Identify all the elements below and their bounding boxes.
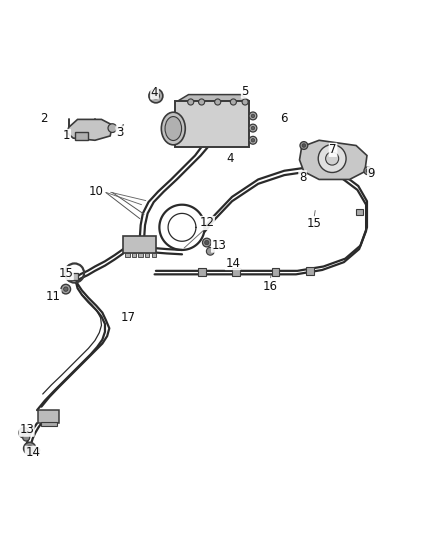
Circle shape (27, 446, 33, 451)
Circle shape (64, 287, 68, 292)
Text: 4: 4 (151, 86, 159, 99)
Bar (41, 422, 57, 426)
Bar (198, 268, 205, 276)
Circle shape (205, 240, 209, 245)
Bar (145, 254, 149, 257)
Bar (138, 254, 143, 257)
Bar (307, 267, 314, 275)
Circle shape (206, 247, 214, 255)
Bar (123, 236, 156, 254)
Circle shape (318, 144, 346, 173)
Bar (272, 268, 279, 276)
Text: 14: 14 (25, 446, 40, 459)
Bar (74, 133, 88, 140)
Text: 6: 6 (280, 112, 288, 125)
Circle shape (215, 99, 221, 105)
Circle shape (249, 136, 257, 144)
Circle shape (251, 126, 254, 130)
Circle shape (300, 142, 308, 149)
Text: 15: 15 (58, 266, 73, 279)
Text: 4: 4 (226, 152, 233, 165)
Circle shape (152, 92, 159, 99)
Circle shape (251, 139, 254, 142)
Text: 13: 13 (19, 423, 34, 436)
Text: 5: 5 (241, 85, 249, 98)
Bar (125, 254, 130, 257)
Circle shape (302, 144, 306, 147)
Polygon shape (300, 140, 367, 180)
Circle shape (364, 167, 372, 175)
Circle shape (249, 124, 257, 132)
Circle shape (19, 427, 29, 438)
Circle shape (325, 152, 339, 165)
Text: 14: 14 (226, 256, 240, 270)
Circle shape (251, 114, 254, 118)
Text: 12: 12 (199, 216, 214, 230)
Bar (356, 208, 363, 215)
Text: 9: 9 (367, 167, 375, 180)
Circle shape (242, 99, 248, 105)
Circle shape (149, 89, 163, 103)
Text: 2: 2 (40, 112, 48, 125)
Text: 8: 8 (299, 171, 306, 184)
Circle shape (21, 430, 27, 435)
Circle shape (202, 238, 211, 247)
Bar (39, 410, 59, 423)
Text: 13: 13 (212, 239, 226, 252)
Circle shape (187, 99, 194, 105)
Circle shape (366, 169, 370, 173)
Bar (132, 254, 136, 257)
Bar (233, 268, 240, 276)
Text: 7: 7 (329, 143, 337, 156)
Circle shape (108, 124, 117, 133)
Polygon shape (178, 94, 250, 107)
Circle shape (61, 284, 71, 294)
Text: 16: 16 (263, 280, 278, 293)
Text: 10: 10 (89, 185, 104, 198)
Text: 15: 15 (307, 217, 321, 230)
Bar (176, 101, 250, 147)
Bar (69, 273, 78, 280)
Text: 1: 1 (63, 130, 71, 142)
Text: 3: 3 (116, 126, 124, 139)
Circle shape (230, 99, 237, 105)
Text: 17: 17 (121, 311, 136, 325)
Ellipse shape (165, 117, 182, 141)
Polygon shape (67, 119, 113, 140)
Text: 11: 11 (46, 289, 61, 303)
Bar (152, 254, 156, 257)
Ellipse shape (161, 112, 185, 145)
Circle shape (23, 434, 30, 441)
Circle shape (24, 442, 36, 455)
Circle shape (249, 112, 257, 120)
Circle shape (198, 99, 205, 105)
Circle shape (35, 448, 40, 453)
